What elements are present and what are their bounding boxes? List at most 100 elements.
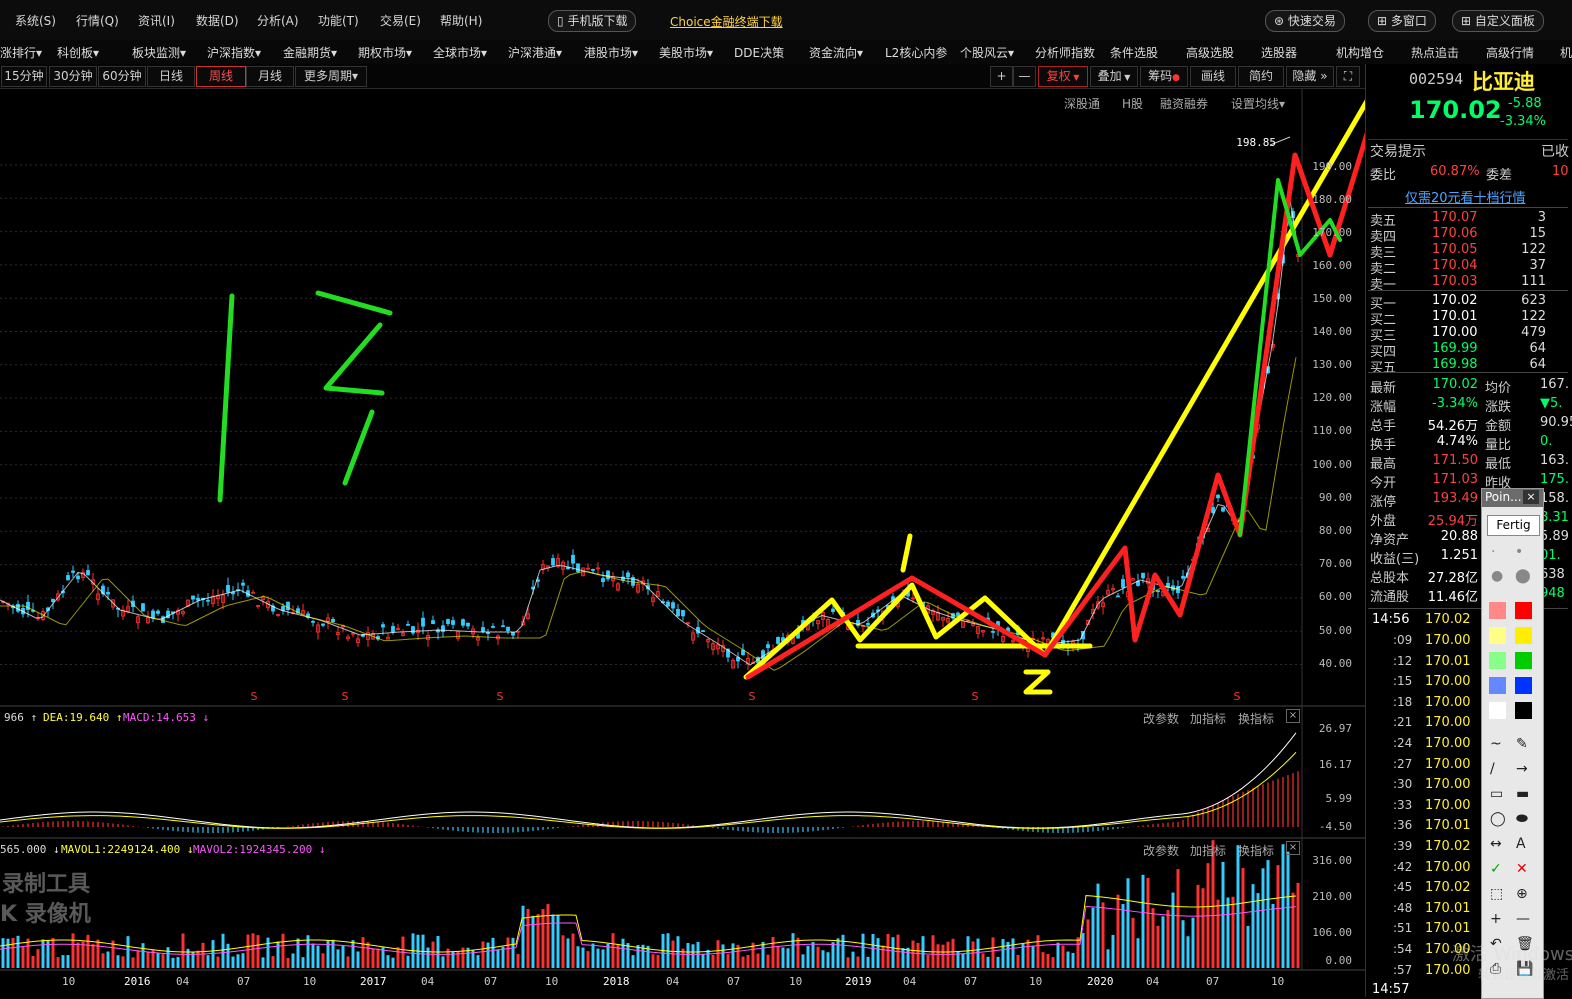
nav-item-11[interactable]: 资金流向▾ <box>809 46 864 60</box>
undo-icon[interactable]: ↶ <box>1490 936 1502 952</box>
period-tab-3[interactable]: 日线 <box>147 66 195 87</box>
nav-item-5[interactable]: 期权市场▾ <box>358 46 413 60</box>
pen-size-large-icon[interactable]: • <box>1515 544 1524 560</box>
period-tab-5[interactable]: 月线 <box>246 66 294 87</box>
menu-item-7[interactable]: 帮助(H) <box>440 14 483 28</box>
color-swatch[interactable] <box>1515 702 1532 719</box>
fullscreen-button[interactable]: ⛶ <box>1336 66 1360 87</box>
color-swatch[interactable] <box>1515 652 1532 669</box>
period-tab-0[interactable]: 15分钟 <box>1 66 47 87</box>
nav-item-0[interactable]: 涨排行▾ <box>0 46 43 60</box>
nav-item-13[interactable]: 个股风云▾ <box>960 46 1015 60</box>
pen-size-large-icon[interactable]: ⬤ <box>1515 568 1531 584</box>
ellipse-icon[interactable]: ◯ <box>1490 811 1506 827</box>
color-swatch[interactable] <box>1515 677 1532 694</box>
menu-item-3[interactable]: 数据(D) <box>196 14 239 28</box>
nav-item-8[interactable]: 港股市场▾ <box>584 46 639 60</box>
nav-item-12[interactable]: L2核心内参 <box>885 46 948 60</box>
vol-panel-button-2[interactable]: 换指标 <box>1238 844 1275 858</box>
color-swatch-light[interactable] <box>1489 627 1506 644</box>
overlay-button[interactable]: 叠加 ▼ <box>1090 66 1138 87</box>
color-swatch-light[interactable] <box>1489 652 1506 669</box>
save-icon[interactable]: 💾 <box>1516 961 1534 977</box>
filled-rectangle-icon[interactable]: ▬ <box>1516 786 1530 802</box>
menu-item-4[interactable]: 分析(A) <box>257 14 299 28</box>
nav-item-15[interactable]: 条件选股 <box>1110 46 1159 60</box>
freehand-icon[interactable]: ~ <box>1490 736 1502 752</box>
hide-button[interactable]: 隐藏 » <box>1286 66 1334 87</box>
color-swatch-light[interactable] <box>1489 677 1506 694</box>
nav-item-18[interactable]: 机构增仓 <box>1336 46 1385 60</box>
macd-panel-button-1[interactable]: 加指标 <box>1190 712 1227 726</box>
sub-toolbar-item-0[interactable]: 深股通 <box>1064 97 1101 111</box>
sub-toolbar-item-2[interactable]: 融资融券 <box>1160 97 1209 111</box>
color-swatch-light[interactable] <box>1489 602 1506 619</box>
check-icon[interactable]: ✓ <box>1490 861 1502 877</box>
nav-item-3[interactable]: 沪深指数▾ <box>207 46 262 60</box>
vol-close-icon[interactable]: × <box>1286 841 1300 855</box>
line-icon[interactable]: / <box>1490 761 1495 777</box>
zoom-icon[interactable]: ⊕ <box>1516 886 1528 902</box>
nav-item-19[interactable]: 热点追击 <box>1411 46 1460 60</box>
nav-item-6[interactable]: 全球市场▾ <box>433 46 488 60</box>
period-tab-1[interactable]: 30分钟 <box>49 66 97 87</box>
menu-item-2[interactable]: 资讯(I) <box>138 14 175 28</box>
vol-panel-button-1[interactable]: 加指标 <box>1190 844 1227 858</box>
menu-item-1[interactable]: 行情(Q) <box>76 14 119 28</box>
nav-item-16[interactable]: 高级选股 <box>1186 46 1235 60</box>
plus-icon[interactable]: + <box>1490 911 1502 927</box>
period-tab-2[interactable]: 60分钟 <box>98 66 146 87</box>
nav-item-9[interactable]: 美股市场▾ <box>659 46 714 60</box>
nav-item-1[interactable]: 科创板▾ <box>57 46 100 60</box>
period-tab-4[interactable]: 周线 <box>196 66 246 87</box>
arrow-icon[interactable]: → <box>1516 761 1528 777</box>
menu-item-0[interactable]: 系统(S) <box>15 14 56 28</box>
multi-window-button[interactable]: ⊞ 多窗口 <box>1368 10 1436 32</box>
menu-item-5[interactable]: 功能(T) <box>318 14 359 28</box>
trash-icon[interactable]: 🗑 <box>1516 936 1534 952</box>
zoom-out-button[interactable]: — <box>1013 66 1036 87</box>
nav-item-21[interactable]: 机 <box>1560 46 1572 60</box>
crop-icon[interactable]: ⬚ <box>1490 886 1504 902</box>
pen-size-small-icon[interactable]: ● <box>1491 568 1504 584</box>
color-swatch-light[interactable] <box>1489 702 1506 719</box>
draw-line-button[interactable]: 画线 <box>1190 66 1236 87</box>
chip-button[interactable]: 筹码● <box>1140 66 1188 87</box>
custom-panel-button[interactable]: ⊞ 自定义面板 <box>1452 10 1544 32</box>
nav-item-20[interactable]: 高级行情 <box>1486 46 1535 60</box>
fuquan-button[interactable]: 复权 ▼ <box>1038 66 1088 87</box>
macd-close-icon[interactable]: × <box>1286 709 1300 723</box>
print-icon[interactable]: ⎙ <box>1490 961 1502 977</box>
nav-item-14[interactable]: 分析师指数 <box>1035 46 1096 60</box>
nav-item-10[interactable]: DDE决策 <box>734 46 785 60</box>
macd-panel-button-2[interactable]: 换指标 <box>1238 712 1275 726</box>
choice-download-link[interactable]: Choice金融终端下载 <box>670 15 783 29</box>
sub-toolbar-item-3[interactable]: 设置均线▾ <box>1231 97 1286 111</box>
toolbox-close-button[interactable]: × <box>1523 490 1539 504</box>
brief-button[interactable]: 简约 <box>1238 66 1284 87</box>
nav-item-2[interactable]: 板块监测▾ <box>132 46 187 60</box>
minus-icon[interactable]: — <box>1516 911 1530 927</box>
macd-panel-button-0[interactable]: 改参数 <box>1143 712 1180 726</box>
double-arrow-icon[interactable]: ↔ <box>1490 836 1502 852</box>
quick-trade-button[interactable]: ⊛ 快速交易 <box>1265 10 1345 32</box>
ten-level-link[interactable]: 仅需20元看十档行情 <box>1405 191 1526 206</box>
nav-item-17[interactable]: 选股器 <box>1261 46 1298 60</box>
pencil-icon[interactable]: ✎ <box>1516 736 1528 752</box>
menu-item-6[interactable]: 交易(E) <box>380 14 421 28</box>
text-icon[interactable]: A <box>1516 836 1526 852</box>
pen-size-small-icon[interactable]: · <box>1491 544 1496 560</box>
color-swatch[interactable] <box>1515 602 1532 619</box>
rectangle-icon[interactable]: ▭ <box>1490 786 1504 802</box>
mobile-download-button[interactable]: ▯ 手机版下载 <box>548 10 637 32</box>
zoom-in-button[interactable]: + <box>990 66 1013 87</box>
toolbox-done-button[interactable]: Fertig <box>1487 515 1540 536</box>
nav-item-7[interactable]: 沪深港通▾ <box>508 46 563 60</box>
color-swatch[interactable] <box>1515 627 1532 644</box>
sub-toolbar-item-1[interactable]: H股 <box>1122 97 1144 111</box>
nav-item-4[interactable]: 金融期货▾ <box>283 46 338 60</box>
cross-icon[interactable]: ✕ <box>1516 861 1528 877</box>
vol-panel-button-0[interactable]: 改参数 <box>1143 844 1180 858</box>
filled-ellipse-icon[interactable]: ⬬ <box>1516 811 1528 827</box>
